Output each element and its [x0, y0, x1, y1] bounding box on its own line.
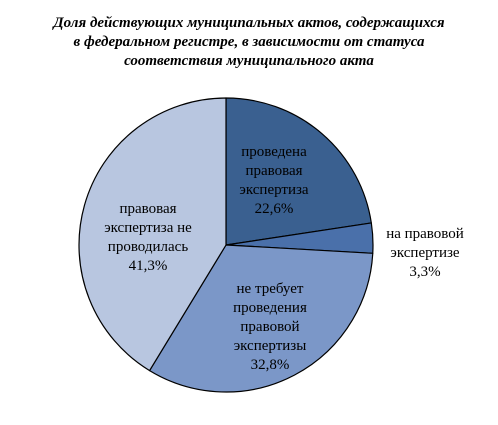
slice-category-label: правовой	[240, 319, 299, 335]
chart-title-line-1: Доля действующих муниципальных актов, со…	[53, 15, 445, 31]
slice-category-label: проводилась	[108, 239, 189, 255]
slice-category-label: не требует	[237, 281, 304, 297]
slice-category-label: проведена	[241, 144, 307, 160]
chart-title-line-3: соответствия муниципального акта	[124, 53, 374, 69]
slice-label-3: правовая экспертиза не проводилась 41,3%	[104, 201, 192, 274]
slice-category-label: экспертизы	[234, 338, 307, 354]
slice-label-0: проведена правовая экспертиза 22,6%	[239, 144, 309, 217]
pie-slice-2	[148, 244, 374, 393]
pie-slice-0	[225, 97, 372, 246]
slice-category-label: правовая	[245, 163, 302, 179]
slice-value-label: 22,6%	[255, 201, 294, 217]
chart-title: Доля действующих муниципальных актов, со…	[0, 14, 498, 71]
slice-category-label: экспертиза	[239, 182, 309, 198]
chart-title-line-2: в федеральном регистре, в зависимости от…	[73, 34, 425, 50]
pie-slice-3	[78, 97, 227, 372]
slice-label-1: на правовой экспертизе 3,3%	[386, 226, 464, 280]
slice-category-label: правовая	[119, 201, 176, 217]
slice-category-label: экспертиза не	[104, 220, 192, 236]
slice-category-label: на правовой	[386, 226, 464, 242]
slice-category-label: проведения	[233, 300, 307, 316]
slice-value-label: 32,8%	[251, 357, 290, 373]
slice-value-label: 3,3%	[409, 264, 440, 280]
slice-value-label: 41,3%	[129, 258, 168, 274]
slice-category-label: экспертизе	[390, 245, 460, 261]
slice-label-2: не требует проведения правовой экспертизы 32…	[233, 281, 307, 373]
